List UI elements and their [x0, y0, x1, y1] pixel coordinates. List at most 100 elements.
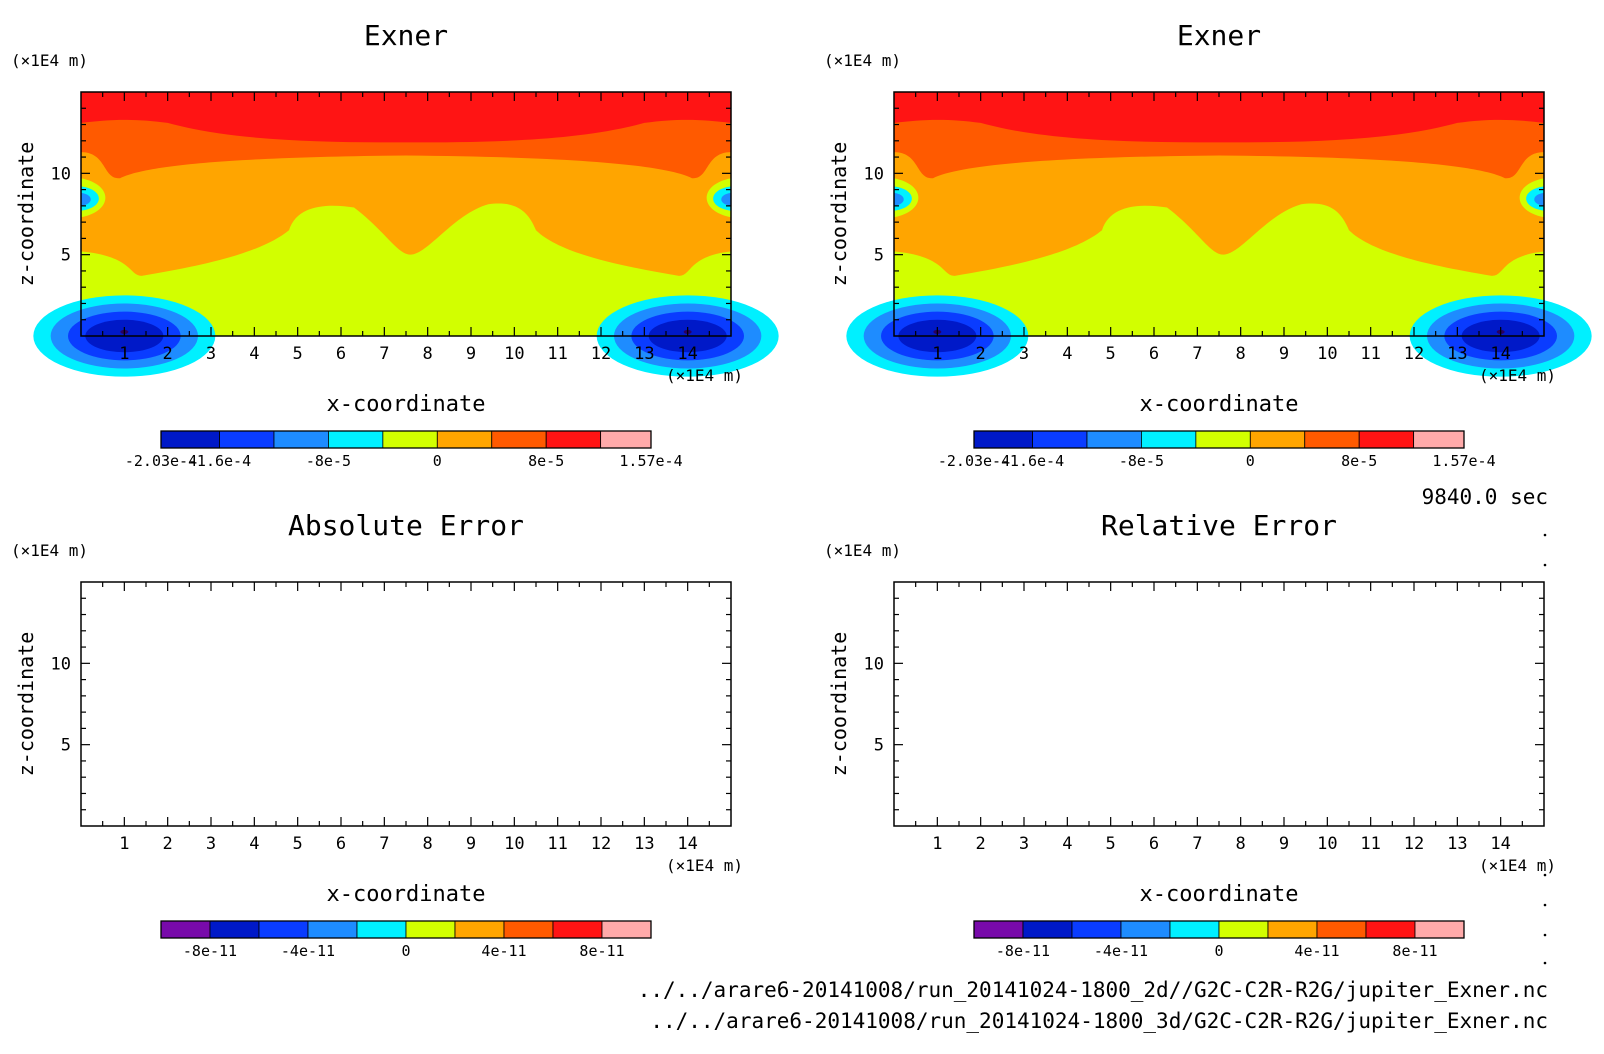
contour-band-red	[894, 92, 1544, 143]
colorbar-frame	[160, 430, 652, 449]
y-tick-label: 5	[874, 736, 884, 756]
chart-panel-1: Exner(×1E4 m)1 2 3 4 5 6 7 8 9 10 11 12 13 14510(×1E4…	[11, 19, 779, 470]
x-tick-label: 4	[249, 834, 259, 854]
y-tick-label: 5	[61, 736, 71, 756]
colorbar-swatch	[1413, 430, 1465, 449]
x-tick-label: 6	[1149, 344, 1159, 364]
x-tick-label: 13	[1447, 834, 1467, 854]
x-tick-label: 1	[119, 834, 129, 854]
x-tick-label: 7	[1192, 344, 1202, 364]
colorbar-label: 1.57e-4	[619, 452, 682, 470]
time-label: 9840.0 sec	[1422, 485, 1548, 509]
x-axis-unit: (×1E4 m)	[1479, 856, 1556, 875]
x-tick-label: 12	[591, 834, 611, 854]
y-axis-label: z-coordinate	[14, 142, 38, 287]
plot-frame	[80, 581, 732, 827]
x-tick-label: 7	[379, 344, 389, 364]
colorbar-label: -2.03e-4	[125, 452, 197, 470]
x-tick-label: 12	[1404, 344, 1424, 364]
colorbar: -2.03e-4-1.6e-4 -8e-5 0 8e-5 1.57e-4	[938, 430, 1496, 470]
colorbar-swatch	[1022, 920, 1073, 939]
colorbar-label: -4e-11	[281, 942, 335, 960]
x-tick-label: 2	[976, 344, 986, 364]
x-axis-label: x-coordinate	[327, 392, 486, 417]
colorbar-swatch	[973, 920, 1024, 939]
colorbar-swatch	[160, 430, 220, 449]
axis-ticks	[894, 582, 1544, 826]
colorbar-swatch	[601, 920, 652, 939]
colorbar: -8e-11 -4e-11 0 4e-11 8e-11	[973, 920, 1465, 960]
contour-side-blue-left	[81, 192, 91, 206]
axis-ticks	[81, 92, 731, 336]
x-tick-label: 4	[249, 344, 259, 364]
colorbar-label: 4e-11	[1294, 942, 1339, 960]
x-axis-label: x-coordinate	[1140, 882, 1299, 907]
colorbar-swatch	[1141, 430, 1197, 449]
colorbar-swatch	[1249, 430, 1306, 449]
x-tick-label: 12	[591, 344, 611, 364]
axis-ticks	[81, 582, 731, 826]
x-tick-label: 8	[423, 344, 433, 364]
colorbar-swatch	[307, 920, 358, 939]
colorbar-label: -8e-5	[306, 452, 351, 470]
colorbar-frame	[160, 920, 652, 939]
x-tick-label: 2	[163, 834, 173, 854]
x-tick-label: 9	[466, 834, 476, 854]
x-tick-label: 4	[1062, 344, 1072, 364]
x-tick-label: 8	[1236, 344, 1246, 364]
y-tick-label: 5	[874, 246, 884, 266]
colorbar-swatch	[1032, 430, 1088, 449]
colorbar-swatch	[491, 430, 547, 449]
colorbar-swatch	[328, 430, 384, 449]
colorbar-label: 8e-5	[528, 452, 564, 470]
x-tick-label: 11	[547, 834, 567, 854]
y-axis-unit: (×1E4 m)	[11, 541, 88, 560]
colorbar-swatch	[600, 430, 652, 449]
x-tick-label: 4	[1062, 834, 1072, 854]
colorbar-swatch	[1071, 920, 1122, 939]
contour-side-blue-right	[721, 192, 731, 206]
y-axis-unit: (×1E4 m)	[824, 541, 901, 560]
colorbar-swatch	[1267, 920, 1318, 939]
margin-dots	[1543, 533, 1547, 965]
colorbar-swatch	[1218, 920, 1269, 939]
x-tick-label: 6	[1149, 834, 1159, 854]
colorbar: -8e-11 -4e-11 0 4e-11 8e-11	[160, 920, 652, 960]
colorbar-swatch	[1358, 430, 1415, 449]
x-tick-label: 10	[504, 344, 524, 364]
colorbar-label: 0	[433, 452, 442, 470]
colorbar-label: 1.57e-4	[1432, 452, 1495, 470]
chart-panel-4: Relative Error(×1E4 m)1 2 3 4 5 6 7 8 9 10 11 12 13 1…	[824, 509, 1556, 960]
x-tick-label: 5	[1106, 344, 1116, 364]
x-tick-label: 14	[677, 834, 697, 854]
colorbar-swatch	[1195, 430, 1251, 449]
x-tick-label: 9	[466, 344, 476, 364]
y-axis-label: z-coordinate	[827, 632, 851, 777]
x-tick-label: 5	[293, 344, 303, 364]
chart-title: Exner	[364, 19, 448, 52]
colorbar-label: -8e-11	[183, 942, 237, 960]
x-tick-label: 2	[976, 834, 986, 854]
x-axis-label: x-coordinate	[327, 882, 486, 907]
x-tick-label: 1	[932, 834, 942, 854]
x-tick-label: 10	[1317, 834, 1337, 854]
x-axis-unit: (×1E4 m)	[666, 366, 743, 385]
chart-panel-3: Absolute Error(×1E4 m)1 2 3 4 5 6 7 8 9 10 11 12 13 1…	[11, 509, 743, 960]
y-axis-unit: (×1E4 m)	[824, 51, 901, 70]
x-tick-label: 5	[1106, 834, 1116, 854]
x-tick-label: 1	[932, 344, 942, 364]
colorbar-swatch	[273, 430, 329, 449]
colorbar-label: 0	[401, 942, 410, 960]
colorbar-swatch	[1316, 920, 1367, 939]
colorbar: -2.03e-4-1.6e-4 -8e-5 0 8e-5 1.57e-4	[125, 430, 683, 470]
x-tick-label: 11	[1360, 344, 1380, 364]
colorbar-label: -2.03e-4	[938, 452, 1010, 470]
x-tick-label: 11	[547, 344, 567, 364]
colorbar-label: -1.6e-4	[188, 452, 251, 470]
y-tick-label: 10	[51, 164, 71, 184]
plot-frame	[893, 581, 1545, 827]
y-tick-label: 10	[864, 164, 884, 184]
colorbar-swatch	[1304, 430, 1360, 449]
colorbar-swatch	[1120, 920, 1171, 939]
